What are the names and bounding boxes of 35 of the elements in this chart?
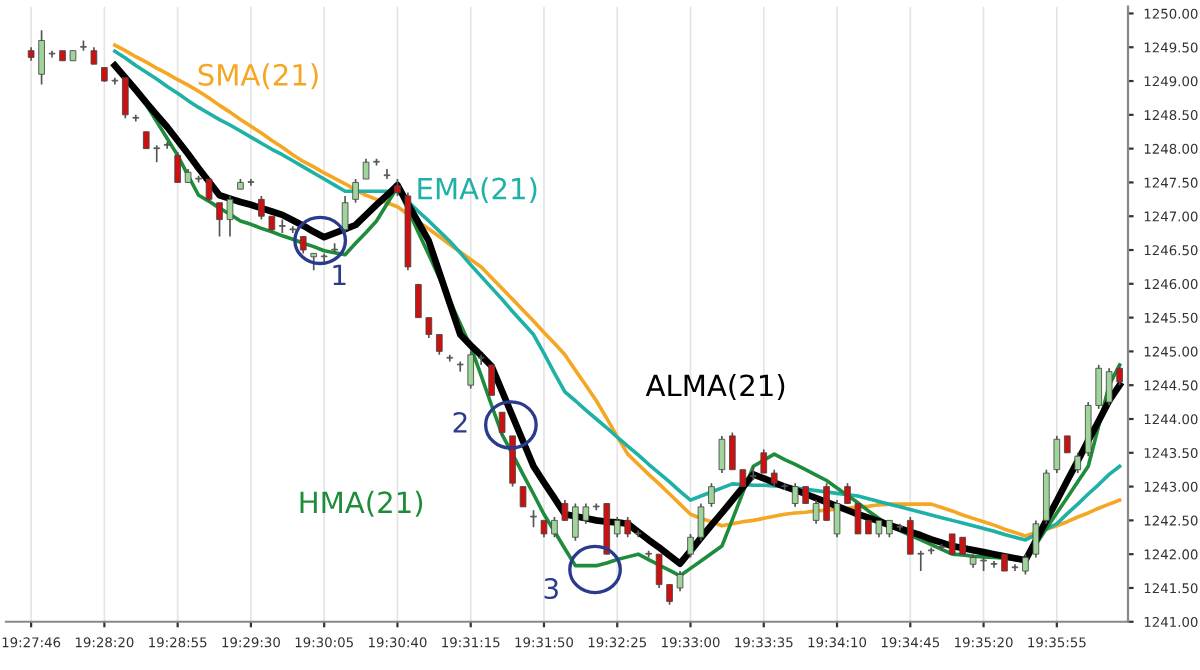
candlestick xyxy=(1074,451,1082,474)
series-label: SMA(21) xyxy=(198,63,318,90)
text: ALMA(21) xyxy=(645,373,785,400)
candlestick xyxy=(205,178,213,204)
candlestick xyxy=(341,195,349,238)
candlestick xyxy=(498,411,506,437)
candlestick xyxy=(383,168,391,180)
annotation: 1 xyxy=(333,264,346,285)
candlestick xyxy=(927,546,935,556)
candlestick xyxy=(132,114,140,123)
candlestick xyxy=(519,485,527,508)
candlestick xyxy=(708,482,715,508)
candlestick xyxy=(122,76,129,120)
annotation: 3 xyxy=(544,578,558,600)
text: HMA(21) xyxy=(300,490,423,517)
series-label: EMA(21) xyxy=(418,177,537,204)
candlestick xyxy=(436,333,443,356)
candlestick xyxy=(750,465,757,481)
candlestick xyxy=(163,141,171,150)
candlestick xyxy=(1053,435,1061,474)
candlestick xyxy=(509,435,516,488)
candlestick xyxy=(1032,519,1040,559)
candlestick xyxy=(174,151,181,184)
candlestick xyxy=(289,225,297,234)
annotation: 2 xyxy=(453,411,467,433)
candlestick xyxy=(718,435,726,474)
candlestick xyxy=(1043,468,1050,525)
candlestick xyxy=(477,353,485,366)
candlestick xyxy=(760,448,768,474)
candlestick xyxy=(676,570,684,593)
candlestick xyxy=(446,353,454,363)
candlestick xyxy=(352,178,359,204)
candlestick xyxy=(279,218,286,234)
candlestick xyxy=(488,364,495,397)
candlestick xyxy=(1022,553,1029,576)
